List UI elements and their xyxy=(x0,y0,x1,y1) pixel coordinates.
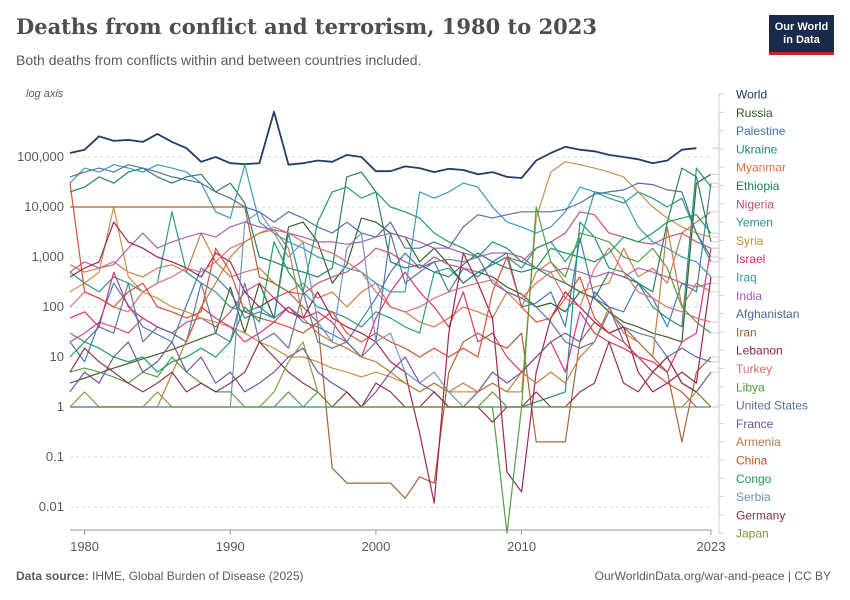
owid-logo[interactable]: Our World in Data xyxy=(769,15,834,55)
series-line-iran xyxy=(70,206,712,499)
y-tick-0.01: 0.01 xyxy=(39,499,64,514)
x-tick-1980: 1980 xyxy=(70,539,99,554)
legend-connector-world xyxy=(712,93,724,149)
legend-label-afghanistan: Afghanistan xyxy=(736,307,799,321)
y-tick-100,000: 100,000 xyxy=(17,149,64,164)
chart-title: Deaths from conflict and terrorism, 1980… xyxy=(16,14,598,39)
legend-label-china: China xyxy=(736,454,768,468)
legend-connector-myanmar xyxy=(712,166,724,213)
legend-label-lebanon: Lebanon xyxy=(736,344,783,358)
legend-label-palestine: Palestine xyxy=(736,124,786,138)
series-line-ukraine xyxy=(70,167,712,408)
legend-label-syria: Syria xyxy=(736,234,764,248)
legend-label-libya: Libya xyxy=(736,380,765,394)
series-line-united-states xyxy=(69,232,712,363)
legend-connector-congo xyxy=(712,232,724,479)
series-line-syria xyxy=(69,161,712,393)
series-line-turkey xyxy=(69,226,712,323)
legend-label-yemen: Yemen xyxy=(736,216,773,230)
legend-label-russia: Russia xyxy=(736,106,773,120)
legend-connector-palestine xyxy=(712,130,724,184)
series-line-lebanon xyxy=(69,221,712,504)
y-tick-100: 100 xyxy=(42,299,64,314)
y-tick-0.1: 0.1 xyxy=(46,449,64,464)
legend-connector-afghanistan xyxy=(712,256,724,315)
legend-label-france: France xyxy=(736,417,774,431)
legend-label-india: India xyxy=(736,289,762,303)
legend-connector-serbia xyxy=(712,406,724,498)
legend: World Russia Palestine Ukraine Myanmar Ethiop… xyxy=(712,88,808,541)
legend-connector-iran xyxy=(712,331,724,358)
source-text: IHME, Global Burden of Disease (2025) xyxy=(92,569,304,583)
series-line-china xyxy=(69,183,711,408)
data-source: Data source: IHME, Global Burden of Dise… xyxy=(16,569,303,583)
series-line-germany xyxy=(69,341,712,423)
legend-connector-japan xyxy=(712,406,724,534)
legend-label-iran: Iran xyxy=(736,325,757,339)
footer-url[interactable]: OurWorldinData.org/war-and-peace | CC BY xyxy=(594,569,831,583)
legend-connector-syria xyxy=(712,236,724,241)
x-tick-2010: 2010 xyxy=(507,539,536,554)
legend-label-japan: Japan xyxy=(736,527,769,541)
series-line-palestine xyxy=(69,183,712,363)
x-tick-1990: 1990 xyxy=(216,539,245,554)
legend-label-ukraine: Ukraine xyxy=(736,142,778,156)
y-axis-label: log axis xyxy=(26,88,64,100)
legend-connector-ukraine xyxy=(712,148,724,188)
legend-connector-india xyxy=(712,282,724,296)
y-tick-1: 1 xyxy=(57,399,64,414)
legend-label-israel: Israel xyxy=(736,252,765,266)
legend-connector-france xyxy=(712,371,724,424)
legend-label-armenia: Armenia xyxy=(736,435,781,449)
legend-label-nigeria: Nigeria xyxy=(736,197,774,211)
series-line-world xyxy=(69,110,697,179)
legend-label-ethiopia: Ethiopia xyxy=(736,179,780,193)
legend-label-germany: Germany xyxy=(736,508,785,522)
x-tick-labels: 1980 1990 2000 2010 2023 xyxy=(70,530,725,554)
legend-label-serbia: Serbia xyxy=(736,490,771,504)
source-label: Data source: xyxy=(16,569,89,583)
legend-label-turkey: Turkey xyxy=(736,362,772,376)
legend-connector-armenia xyxy=(712,291,724,443)
series-line-libya xyxy=(69,206,712,534)
legend-label-world: World xyxy=(736,88,767,102)
legend-label-united-states: United States xyxy=(736,399,808,413)
series-line-yemen xyxy=(69,191,712,334)
series-lines xyxy=(69,110,712,534)
chart-subtitle: Both deaths from conflicts within and be… xyxy=(16,52,422,68)
legend-label-congo: Congo xyxy=(736,472,772,486)
series-line-armenia xyxy=(70,226,712,408)
y-tick-10: 10 xyxy=(50,349,64,364)
legend-connector-libya xyxy=(712,332,724,388)
series-line-japan xyxy=(69,341,712,408)
series-line-congo xyxy=(69,186,712,373)
legend-label-myanmar: Myanmar xyxy=(736,161,786,175)
series-line-india xyxy=(69,221,712,288)
series-line-nigeria xyxy=(69,211,712,343)
y-tick-1,000: 1,000 xyxy=(31,249,64,264)
series-line-afghanistan xyxy=(69,164,712,258)
series-line-russia xyxy=(69,173,712,384)
logo-line-2: in Data xyxy=(783,33,820,46)
x-tick-2023: 2023 xyxy=(697,539,726,554)
legend-connector-china xyxy=(712,406,724,461)
series-line-iraq xyxy=(69,164,712,293)
legend-label-iraq: Iraq xyxy=(736,271,757,285)
logo-line-1: Our World xyxy=(774,20,829,33)
grid-lines xyxy=(70,156,711,531)
series-line-ethiopia xyxy=(69,167,712,299)
y-tick-10,000: 10,000 xyxy=(24,199,64,214)
y-tick-labels: 0.01 0.1 1 10 100 1,000 10,000 100,000 xyxy=(17,149,64,514)
x-tick-2000: 2000 xyxy=(361,539,390,554)
legend-connector-russia xyxy=(712,111,724,175)
